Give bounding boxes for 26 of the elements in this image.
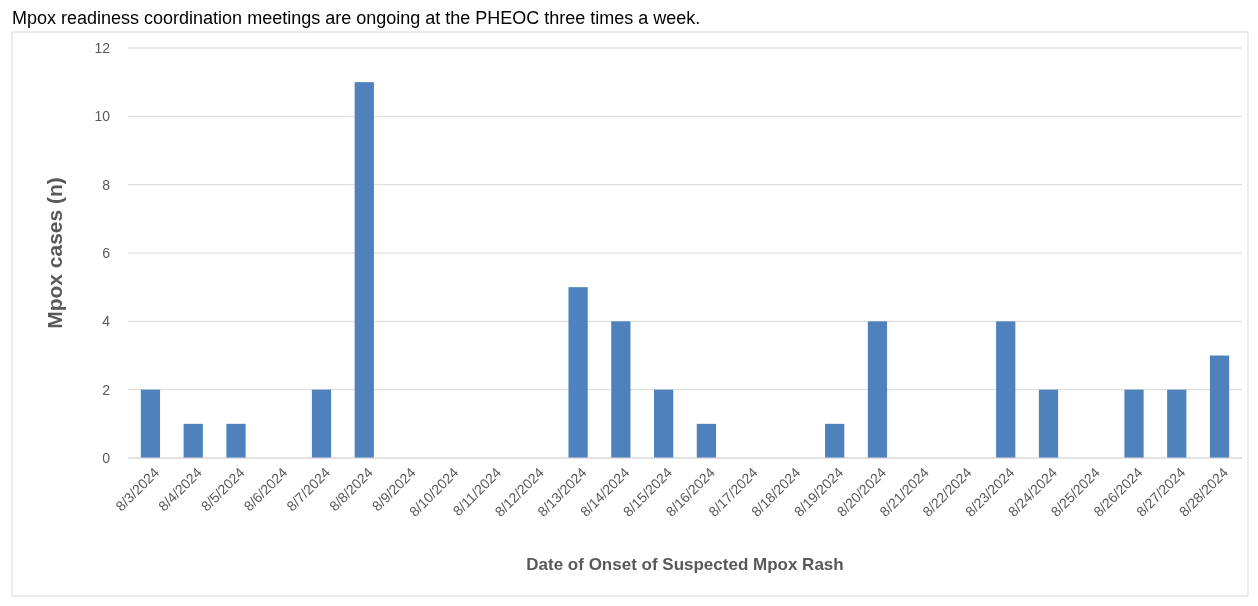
bar [183, 423, 203, 458]
y-tick-label: 4 [102, 313, 111, 330]
bar [696, 423, 716, 458]
text: Mpox readiness coordination meetings are ongoing at the PHEOC three times a week. [12, 8, 701, 28]
bar [825, 423, 845, 458]
bar [1209, 355, 1230, 458]
y-tick-label: 12 [94, 39, 111, 56]
bar [611, 321, 631, 458]
bar [226, 423, 246, 458]
bar [311, 389, 332, 458]
bar [867, 321, 888, 458]
y-tick-label: 2 [102, 381, 111, 398]
bar [354, 82, 374, 458]
y-tick-label: 6 [102, 244, 111, 261]
bar [140, 389, 161, 458]
y-tick-label: 8 [102, 176, 111, 193]
y-tick-label: 0 [102, 449, 111, 466]
bar [1167, 389, 1187, 458]
bar [1038, 389, 1059, 458]
y-axis-title: Mpox cases (n) [43, 177, 66, 329]
bar [568, 287, 588, 458]
y-tick-label: 10 [94, 108, 111, 125]
bar [654, 389, 674, 458]
bar [1124, 389, 1144, 458]
bar [996, 321, 1016, 458]
x-axis-title: Date of Onset of Suspected Mpox Rash [526, 555, 844, 574]
